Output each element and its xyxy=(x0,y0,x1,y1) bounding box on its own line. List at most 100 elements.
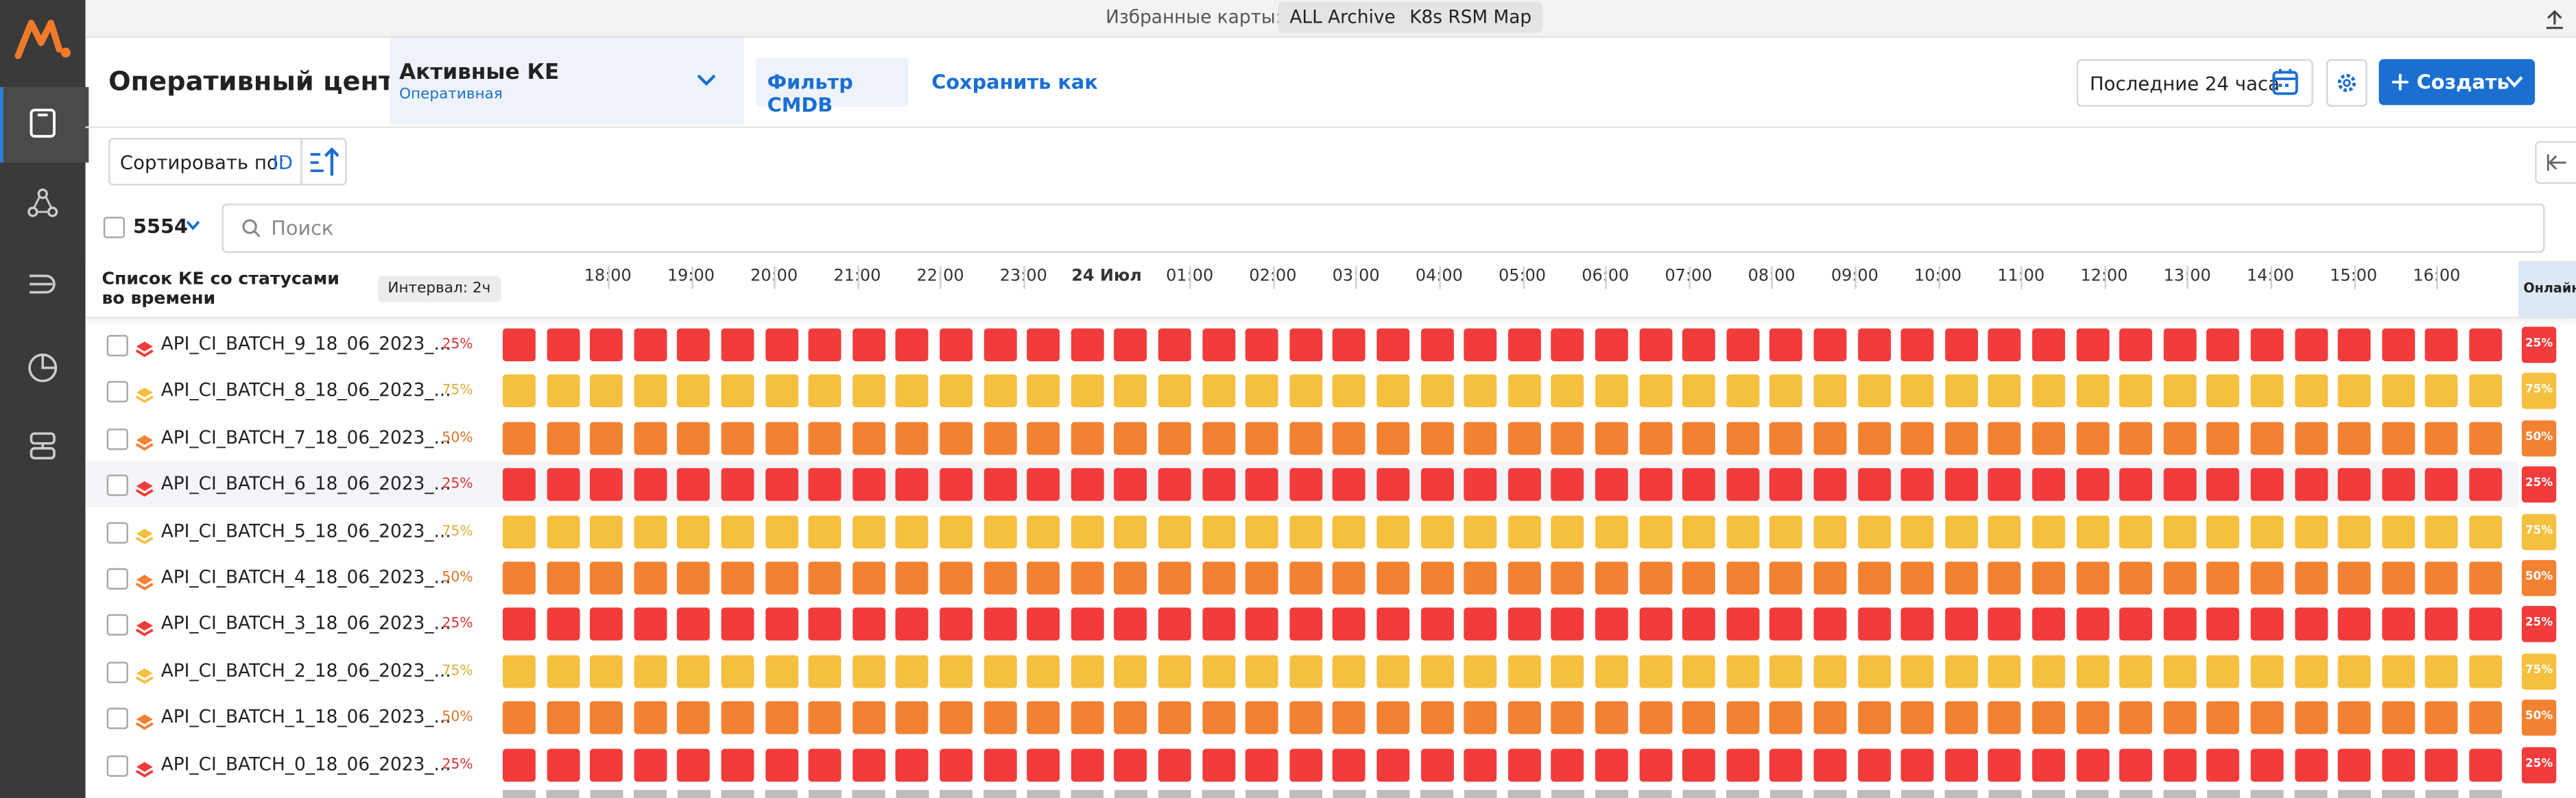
status-cell[interactable] xyxy=(2381,561,2415,595)
status-cell[interactable] xyxy=(2338,748,2372,782)
status-cell[interactable] xyxy=(1464,468,1497,502)
status-cell[interactable] xyxy=(2075,655,2109,688)
status-cell[interactable] xyxy=(1857,561,1891,595)
status-cell[interactable] xyxy=(2381,701,2415,735)
status-cell[interactable] xyxy=(634,561,667,595)
status-cell[interactable] xyxy=(983,515,1016,548)
status-cell[interactable] xyxy=(1944,375,1978,408)
status-cell[interactable] xyxy=(1376,561,1410,595)
status-cell[interactable] xyxy=(896,375,929,408)
status-cell[interactable] xyxy=(2250,655,2284,688)
status-cell[interactable] xyxy=(896,328,929,361)
status-cell[interactable] xyxy=(1289,561,1322,595)
status-cell[interactable] xyxy=(1726,468,1759,502)
status-cell[interactable] xyxy=(1376,468,1410,502)
status-cell[interactable] xyxy=(1988,701,2022,735)
status-cell[interactable] xyxy=(765,701,798,735)
row-checkbox[interactable] xyxy=(106,614,128,636)
status-cell[interactable] xyxy=(1376,515,1410,548)
status-cell[interactable] xyxy=(2075,468,2109,502)
status-cell[interactable] xyxy=(1158,655,1191,688)
status-cell[interactable] xyxy=(2119,748,2153,782)
status-cell[interactable] xyxy=(1420,561,1453,595)
status-cell[interactable] xyxy=(2206,328,2240,361)
status-cell[interactable] xyxy=(1507,655,1541,688)
status-cell[interactable] xyxy=(1333,608,1366,642)
status-cell[interactable] xyxy=(1507,422,1541,455)
status-cell[interactable] xyxy=(1027,422,1060,455)
status-cell[interactable] xyxy=(1769,375,1803,408)
status-cell[interactable] xyxy=(1158,748,1191,782)
status-cell[interactable] xyxy=(2338,655,2372,688)
ci-name[interactable]: API_CI_BATCH_1_18_06_2023_... xyxy=(160,706,451,728)
status-cell[interactable] xyxy=(1333,701,1366,735)
status-cell[interactable] xyxy=(2032,608,2066,642)
status-cell[interactable] xyxy=(1682,561,1716,595)
status-cell[interactable] xyxy=(2075,375,2109,408)
status-cell[interactable] xyxy=(2119,422,2153,455)
status-cell[interactable] xyxy=(1813,748,1847,782)
row-checkbox[interactable] xyxy=(106,474,128,496)
status-cell[interactable] xyxy=(808,328,842,361)
status-cell[interactable] xyxy=(1114,375,1147,408)
status-cell[interactable] xyxy=(721,748,754,782)
status-cell[interactable] xyxy=(1333,375,1366,408)
status-cell[interactable] xyxy=(546,375,580,408)
status-cell[interactable] xyxy=(1333,561,1366,595)
status-cell[interactable] xyxy=(634,655,667,688)
status-cell[interactable] xyxy=(2381,422,2415,455)
status-cell[interactable] xyxy=(2381,328,2415,361)
status-cell[interactable] xyxy=(2206,422,2240,455)
status-cell[interactable] xyxy=(546,701,580,735)
status-cell[interactable] xyxy=(1245,748,1279,782)
status-cell[interactable] xyxy=(1333,422,1366,455)
status-cell[interactable] xyxy=(852,655,885,688)
status-cell[interactable] xyxy=(2163,748,2197,782)
status-cell[interactable] xyxy=(590,655,623,688)
status-cell[interactable] xyxy=(1726,561,1759,595)
status-cell[interactable] xyxy=(2425,655,2459,688)
status-cell[interactable] xyxy=(2469,468,2503,502)
status-cell[interactable] xyxy=(1507,701,1541,735)
status-cell[interactable] xyxy=(590,375,623,408)
status-cell[interactable] xyxy=(2338,561,2372,595)
status-cell[interactable] xyxy=(2075,748,2109,782)
status-cell[interactable] xyxy=(1289,515,1322,548)
nav-icon[interactable] xyxy=(26,269,59,299)
status-cell[interactable] xyxy=(2338,468,2372,502)
status-cell[interactable] xyxy=(1376,748,1410,782)
ci-name[interactable]: API_CI_BATCH_9_18_06_2023_... xyxy=(160,333,451,355)
status-cell[interactable] xyxy=(852,468,885,502)
status-cell[interactable] xyxy=(1464,701,1497,735)
status-cell[interactable] xyxy=(2469,655,2503,688)
status-cell[interactable] xyxy=(2250,422,2284,455)
status-cell[interactable] xyxy=(2469,561,2503,595)
status-cell[interactable] xyxy=(1595,608,1628,642)
status-cell[interactable] xyxy=(546,748,580,782)
status-cell[interactable] xyxy=(1813,422,1847,455)
status-cell[interactable] xyxy=(852,515,885,548)
status-cell[interactable] xyxy=(1333,328,1366,361)
status-cell[interactable] xyxy=(1595,561,1628,595)
status-cell[interactable] xyxy=(2032,468,2066,502)
status-cell[interactable] xyxy=(546,608,580,642)
status-cell[interactable] xyxy=(1420,422,1453,455)
status-cell[interactable] xyxy=(2206,375,2240,408)
status-cell[interactable] xyxy=(1507,748,1541,782)
ci-name[interactable]: API_CI_BATCH_2_18_06_2023_... xyxy=(160,660,451,681)
status-cell[interactable] xyxy=(1071,422,1104,455)
row-checkbox[interactable] xyxy=(106,754,128,777)
status-cell[interactable] xyxy=(1245,375,1279,408)
status-cell[interactable] xyxy=(2469,608,2503,642)
nav-icon[interactable] xyxy=(28,431,58,463)
status-cell[interactable] xyxy=(765,515,798,548)
status-cell[interactable] xyxy=(765,422,798,455)
status-cell[interactable] xyxy=(852,608,885,642)
status-cell[interactable] xyxy=(1071,608,1104,642)
status-cell[interactable] xyxy=(1944,515,1978,548)
status-cell[interactable] xyxy=(502,375,536,408)
status-cell[interactable] xyxy=(1682,608,1716,642)
ci-name[interactable]: API_CI_BATCH_5_18_06_2023_... xyxy=(160,520,451,542)
status-cell[interactable] xyxy=(1857,701,1891,735)
status-cell[interactable] xyxy=(2381,748,2415,782)
